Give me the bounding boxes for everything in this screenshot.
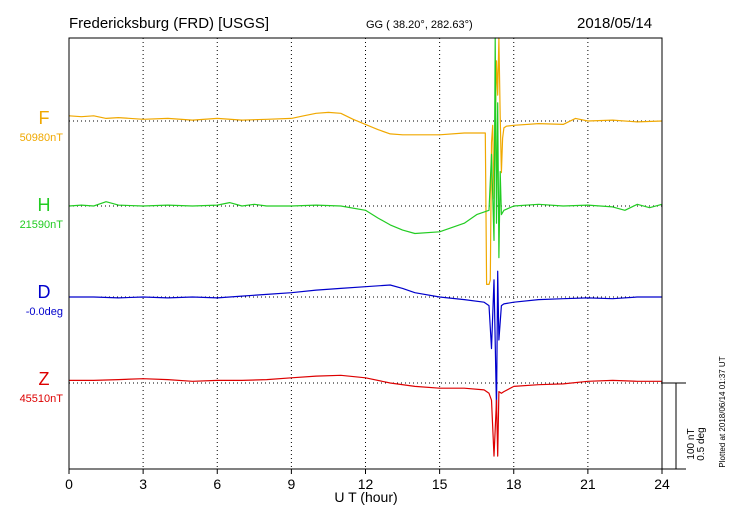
- grid: [69, 38, 662, 469]
- x-tick-label: 0: [65, 476, 73, 492]
- coordinates-label: GG ( 38.20°, 282.63°): [366, 19, 473, 31]
- component-labels: F 50980nT H 21590nT D -0.0deg Z 45510nT: [20, 108, 64, 405]
- x-tick-label: 24: [654, 476, 670, 492]
- x-tick-label: 21: [580, 476, 596, 492]
- x-tick-label: 18: [506, 476, 522, 492]
- x-tick-labels: 0 3 6 9 12 15 18 21 24: [65, 469, 670, 492]
- x-tick-label: 9: [287, 476, 295, 492]
- station-title: Fredericksburg (FRD) [USGS]: [69, 15, 269, 32]
- component-name-d: D: [38, 282, 51, 302]
- component-baseline-d: -0.0deg: [26, 306, 63, 318]
- component-baseline-z: 45510nT: [20, 393, 64, 405]
- component-baseline-f: 50980nT: [20, 132, 64, 144]
- x-tick-label: 15: [432, 476, 448, 492]
- scale-angle-label: 0.5 deg: [696, 427, 707, 460]
- x-tick-label: 6: [213, 476, 221, 492]
- date-label: 2018/05/14: [577, 15, 652, 32]
- component-name-z: Z: [39, 369, 50, 389]
- scale-field-label: 100 nT: [686, 428, 697, 459]
- series-line-f: [68, 37, 663, 285]
- x-tick-label: 3: [139, 476, 147, 492]
- x-tick-label: 12: [358, 476, 374, 492]
- series-line-d: [69, 270, 662, 410]
- series-layer: [68, 37, 663, 457]
- series-line-h: [68, 37, 663, 259]
- component-name-f: F: [39, 108, 50, 128]
- component-name-h: H: [38, 195, 51, 215]
- x-axis-label: U T (hour): [334, 489, 397, 505]
- series-line-z: [69, 374, 662, 457]
- scale-bar: 100 nT 0.5 deg: [662, 382, 707, 470]
- component-baseline-h: 21590nT: [20, 219, 64, 231]
- plotted-at-label: Plotted at 2018/06/14 01:37 UT: [718, 356, 727, 467]
